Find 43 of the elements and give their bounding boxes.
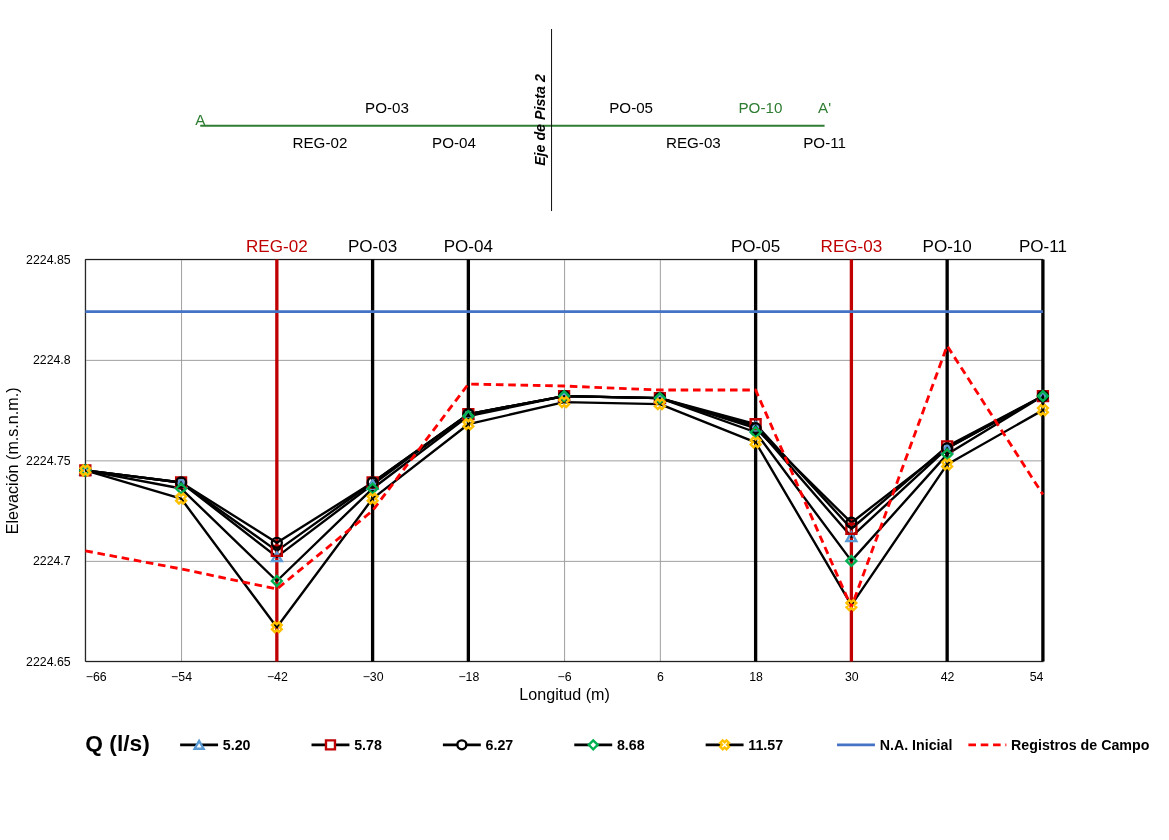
text: PO-05 [609, 99, 654, 117]
x-tick-label: −6 [557, 669, 572, 684]
text: PO-03 [365, 99, 409, 117]
y-tick-label: 2224.8 [32, 353, 71, 368]
legend-label: 5.78 [354, 736, 382, 753]
text: A' [818, 99, 832, 117]
x-tick-label: −18 [458, 669, 480, 684]
legend-label: 11.57 [748, 736, 784, 753]
y-axis-title: Elevación (m.s.n.m.) [3, 387, 22, 535]
legend-title: Q (l/s) [85, 730, 150, 757]
x-tick-label: 6 [656, 669, 664, 684]
x-tick-label: 30 [845, 669, 859, 684]
ref-line-label: REG-02 [246, 236, 308, 256]
ref-line-label: PO-11 [1018, 236, 1067, 256]
y-tick-label: 2224.85 [26, 252, 71, 267]
y-tick-label: 2224.65 [26, 654, 71, 669]
x-tick-label: 54 [1029, 669, 1044, 684]
text: REG-02 [292, 133, 348, 151]
y-tick-label: 2224.75 [26, 453, 71, 468]
y-tick-label: 2224.7 [32, 554, 71, 569]
text: PO-10 [738, 99, 783, 117]
ref-line-label: PO-04 [443, 236, 493, 256]
x-tick-label: −66 [85, 669, 107, 684]
x-tick-label: 18 [749, 669, 764, 684]
legend-label: Registros de Campo [1011, 736, 1150, 753]
text: PO-04 [432, 133, 476, 151]
ref-line-label: PO-03 [347, 236, 398, 256]
legend-label: 8.68 [616, 736, 645, 753]
x-tick-label: 42 [940, 669, 955, 684]
legend-label: N.A. Inicial [879, 736, 953, 753]
x-tick-label: −30 [362, 669, 384, 684]
x-tick-label: −42 [266, 669, 288, 684]
x-tick-label: −54 [171, 669, 193, 684]
ref-line-label: REG-03 [820, 236, 883, 256]
ref-line-label: PO-05 [730, 236, 781, 256]
text: A [195, 110, 207, 128]
text: REG-03 [666, 133, 721, 151]
legend-label: 5.20 [222, 736, 251, 753]
text: PO-11 [803, 133, 846, 151]
legend-label: 6.27 [485, 736, 514, 753]
ref-line-label: PO-10 [922, 236, 972, 256]
x-axis-title: Longitud (m) [519, 684, 610, 703]
text: Eje de Pista 2 [531, 74, 548, 166]
